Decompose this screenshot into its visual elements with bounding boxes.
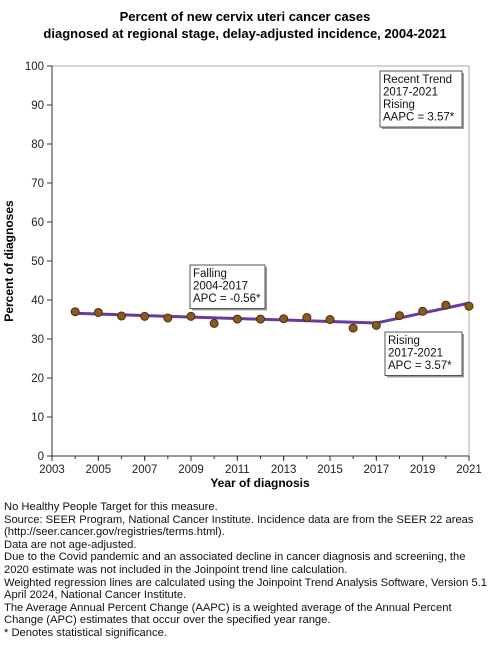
x-tick-label: 2017 [364,464,390,476]
data-point [93,307,103,317]
footnote-line: No Healthy People Target for this measur… [4,501,218,513]
data-point [279,314,289,324]
data-point [302,313,312,323]
data-point [209,318,219,328]
y-axis-ticks: 0 10 20 30 40 50 60 70 80 90 100 [25,61,52,463]
y-tick-label: 20 [31,373,44,385]
footnote-line: Due to the Covid pandemic and an associa… [4,551,466,576]
annotation-line: 2017-2021 [383,87,438,99]
y-tick-label: 90 [31,100,44,112]
data-point [348,323,358,333]
data-point [441,300,451,310]
data-point [464,301,474,311]
x-tick-label: 2003 [39,464,65,476]
annotation-line: 2017-2021 [388,348,443,360]
annotation-line: APC = 3.57* [388,360,452,372]
y-axis-title: Percent of diagnoses [2,200,16,322]
trend-line-layer [73,301,471,325]
x-tick-label: 2013 [271,464,297,476]
line-chart: Percent of new cervix uteri cancer cases… [2,9,482,490]
annotation-line: Recent Trend [383,74,452,86]
data-point [232,314,242,324]
y-tick-label: 30 [31,334,44,346]
data-point [140,311,150,321]
chart-title: Percent of new cervix uteri cancer cases [120,9,371,24]
data-point [371,320,381,330]
data-point [117,311,126,321]
x-tick-label: 2011 [225,464,250,476]
x-axis-title: Year of diagnosis [210,476,310,490]
annotation-line: Rising [388,335,420,347]
x-tick-label: 2005 [86,464,112,476]
data-points-layer [70,300,474,333]
footnotes: No Healthy People Target for this measur… [4,501,489,640]
annotation-line: 2004-2017 [193,281,248,293]
y-tick-label: 0 [38,451,44,463]
annotation-frame [379,70,463,128]
x-tick-label: 2009 [178,464,204,476]
annotation-line: Rising [383,99,415,111]
x-tick-label: 2007 [132,464,158,476]
data-point [70,307,80,317]
chart-area: Percent of new cervix uteri cancer cases… [2,9,482,490]
data-point [325,315,335,324]
footnote-line: The Average Annual Percent Change (AAPC)… [4,601,452,627]
data-point [418,306,428,316]
x-axis-ticks: 2003 2005 2007 2009 2011 2013 2015 2017 2019 2021 [39,456,482,476]
x-tick-label: 2019 [410,464,436,476]
annotation-line: APC = -0.56* [193,293,261,305]
y-tick-label: 10 [31,412,44,424]
data-point [186,311,196,321]
y-tick-label: 40 [31,295,44,307]
footnote-line: * Denotes statistical significance. [4,626,167,639]
y-tick-label: 80 [31,139,44,151]
footnote-line: Data are not age-adjusted. [4,538,137,551]
x-tick-label: 2021 [456,464,482,476]
footnote-line: Source: SEER Program, National Cancer In… [4,513,474,539]
y-tick-label: 70 [31,178,44,190]
y-tick-label: 60 [31,217,44,229]
annotation-frame [384,331,463,376]
data-point [256,314,265,324]
annotation-line: AAPC = 3.57* [383,112,455,124]
y-tick-label: 100 [25,61,44,73]
annotation-frame [189,264,266,309]
data-point [395,311,404,321]
y-tick-label: 50 [31,256,44,268]
trend-line [73,301,471,325]
annotation-line: Falling [193,268,227,280]
footnote-line: Weighted regression lines are calculated… [4,576,487,602]
x-tick-label: 2015 [317,464,343,476]
chart-subtitle: diagnosed at regional stage, delay-adjus… [43,26,446,41]
data-point [163,313,173,323]
